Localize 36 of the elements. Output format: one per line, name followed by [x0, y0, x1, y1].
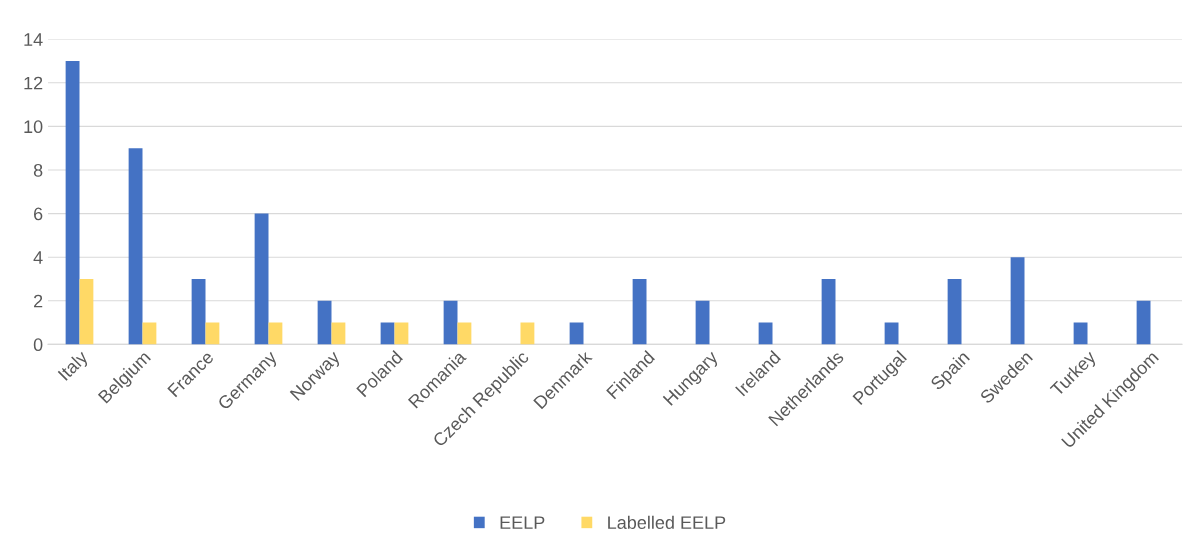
y-tick-label: 8 [33, 163, 43, 177]
bar [394, 322, 409, 345]
bar [821, 279, 836, 345]
y-tick-label: 0 [33, 338, 43, 352]
bar [128, 148, 143, 345]
bar [457, 322, 472, 345]
bar [1010, 257, 1025, 345]
bar [317, 300, 332, 345]
y-tick-label: 6 [34, 207, 43, 221]
bar [254, 213, 269, 345]
bar [1136, 300, 1151, 345]
y-tick-label: 10 [24, 120, 43, 134]
bar [380, 322, 395, 345]
bar [443, 300, 458, 345]
y-tick-label: 14 [24, 33, 43, 46]
legend-label: Labelled EELP [608, 515, 726, 529]
bar [79, 279, 94, 345]
bar [65, 61, 80, 345]
bar [191, 279, 206, 345]
bar [520, 322, 535, 345]
bar [268, 322, 283, 345]
bar [142, 322, 157, 345]
bar [884, 322, 899, 345]
bar [947, 279, 962, 345]
x-tick-label: Italy [57, 349, 92, 384]
bar [758, 322, 773, 345]
legend-label: EELP [500, 516, 545, 529]
bar [695, 300, 710, 345]
bar [205, 322, 220, 345]
bar [331, 322, 346, 345]
bar [1073, 322, 1088, 345]
bar [632, 279, 647, 345]
y-tick-label: 12 [24, 76, 43, 90]
bar [569, 322, 584, 345]
y-tick-label: 4 [33, 251, 43, 264]
y-tick-label: 2 [34, 294, 43, 308]
